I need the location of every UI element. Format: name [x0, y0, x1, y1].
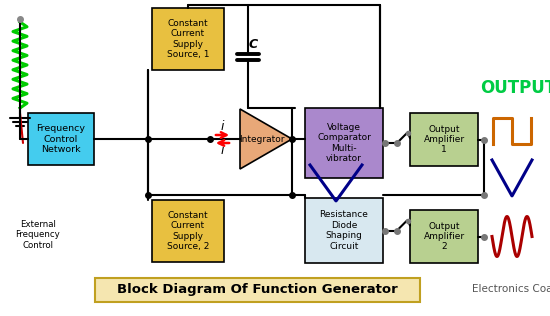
- Polygon shape: [240, 109, 292, 169]
- Text: Output
Amplifier
2: Output Amplifier 2: [424, 222, 465, 252]
- Text: i: i: [220, 144, 224, 157]
- Text: Block Diagram Of Function Generator: Block Diagram Of Function Generator: [117, 283, 398, 296]
- Text: Constant
Current
Supply
Source, 2: Constant Current Supply Source, 2: [167, 211, 209, 251]
- Text: External
Frequency
Control: External Frequency Control: [15, 220, 60, 250]
- Text: Frequency
Control
Network: Frequency Control Network: [36, 124, 85, 154]
- Text: Constant
Current
Supply
Source, 1: Constant Current Supply Source, 1: [167, 19, 209, 59]
- Bar: [410, 113, 478, 166]
- Text: C: C: [249, 38, 258, 51]
- Text: Resistance
Diode
Shaping
Circuit: Resistance Diode Shaping Circuit: [320, 210, 368, 251]
- Text: OUTPUT: OUTPUT: [480, 79, 550, 97]
- Bar: [305, 108, 383, 178]
- Bar: [152, 200, 224, 262]
- Bar: [410, 210, 478, 263]
- Bar: [28, 113, 94, 165]
- Text: Electronics Coach: Electronics Coach: [472, 284, 550, 294]
- Text: i: i: [220, 120, 224, 133]
- Bar: [152, 8, 224, 70]
- Text: Output
Amplifier
1: Output Amplifier 1: [424, 125, 465, 155]
- Bar: [95, 278, 420, 302]
- Text: Integrator: Integrator: [239, 135, 285, 143]
- Bar: [305, 198, 383, 263]
- Text: Voltage
Comparator
Multi-
vibrator: Voltage Comparator Multi- vibrator: [317, 123, 371, 163]
